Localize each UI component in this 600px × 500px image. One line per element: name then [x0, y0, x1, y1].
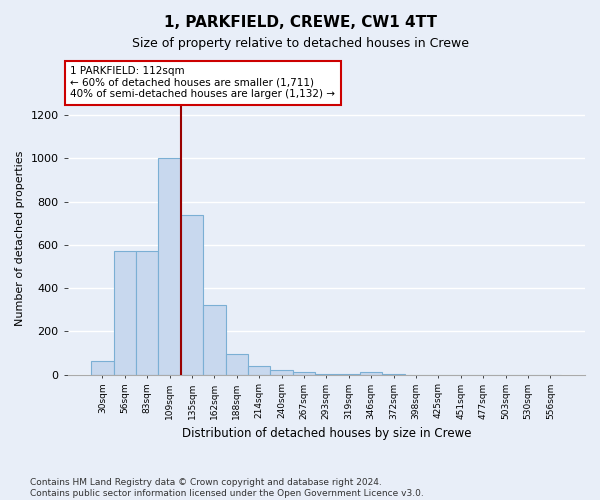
Bar	[136, 252, 158, 374]
Bar	[203, 306, 226, 374]
Bar	[91, 360, 113, 374]
Bar	[226, 354, 248, 374]
Bar	[360, 372, 382, 374]
Text: Contains HM Land Registry data © Crown copyright and database right 2024.
Contai: Contains HM Land Registry data © Crown c…	[30, 478, 424, 498]
Y-axis label: Number of detached properties: Number of detached properties	[15, 150, 25, 326]
Bar	[158, 158, 181, 374]
Bar	[181, 214, 203, 374]
Bar	[113, 252, 136, 374]
Text: 1, PARKFIELD, CREWE, CW1 4TT: 1, PARKFIELD, CREWE, CW1 4TT	[163, 15, 437, 30]
Text: 1 PARKFIELD: 112sqm
← 60% of detached houses are smaller (1,711)
40% of semi-det: 1 PARKFIELD: 112sqm ← 60% of detached ho…	[70, 66, 335, 100]
Bar	[293, 372, 315, 374]
X-axis label: Distribution of detached houses by size in Crewe: Distribution of detached houses by size …	[182, 427, 471, 440]
Text: Size of property relative to detached houses in Crewe: Size of property relative to detached ho…	[131, 38, 469, 51]
Bar	[248, 366, 271, 374]
Bar	[271, 370, 293, 374]
